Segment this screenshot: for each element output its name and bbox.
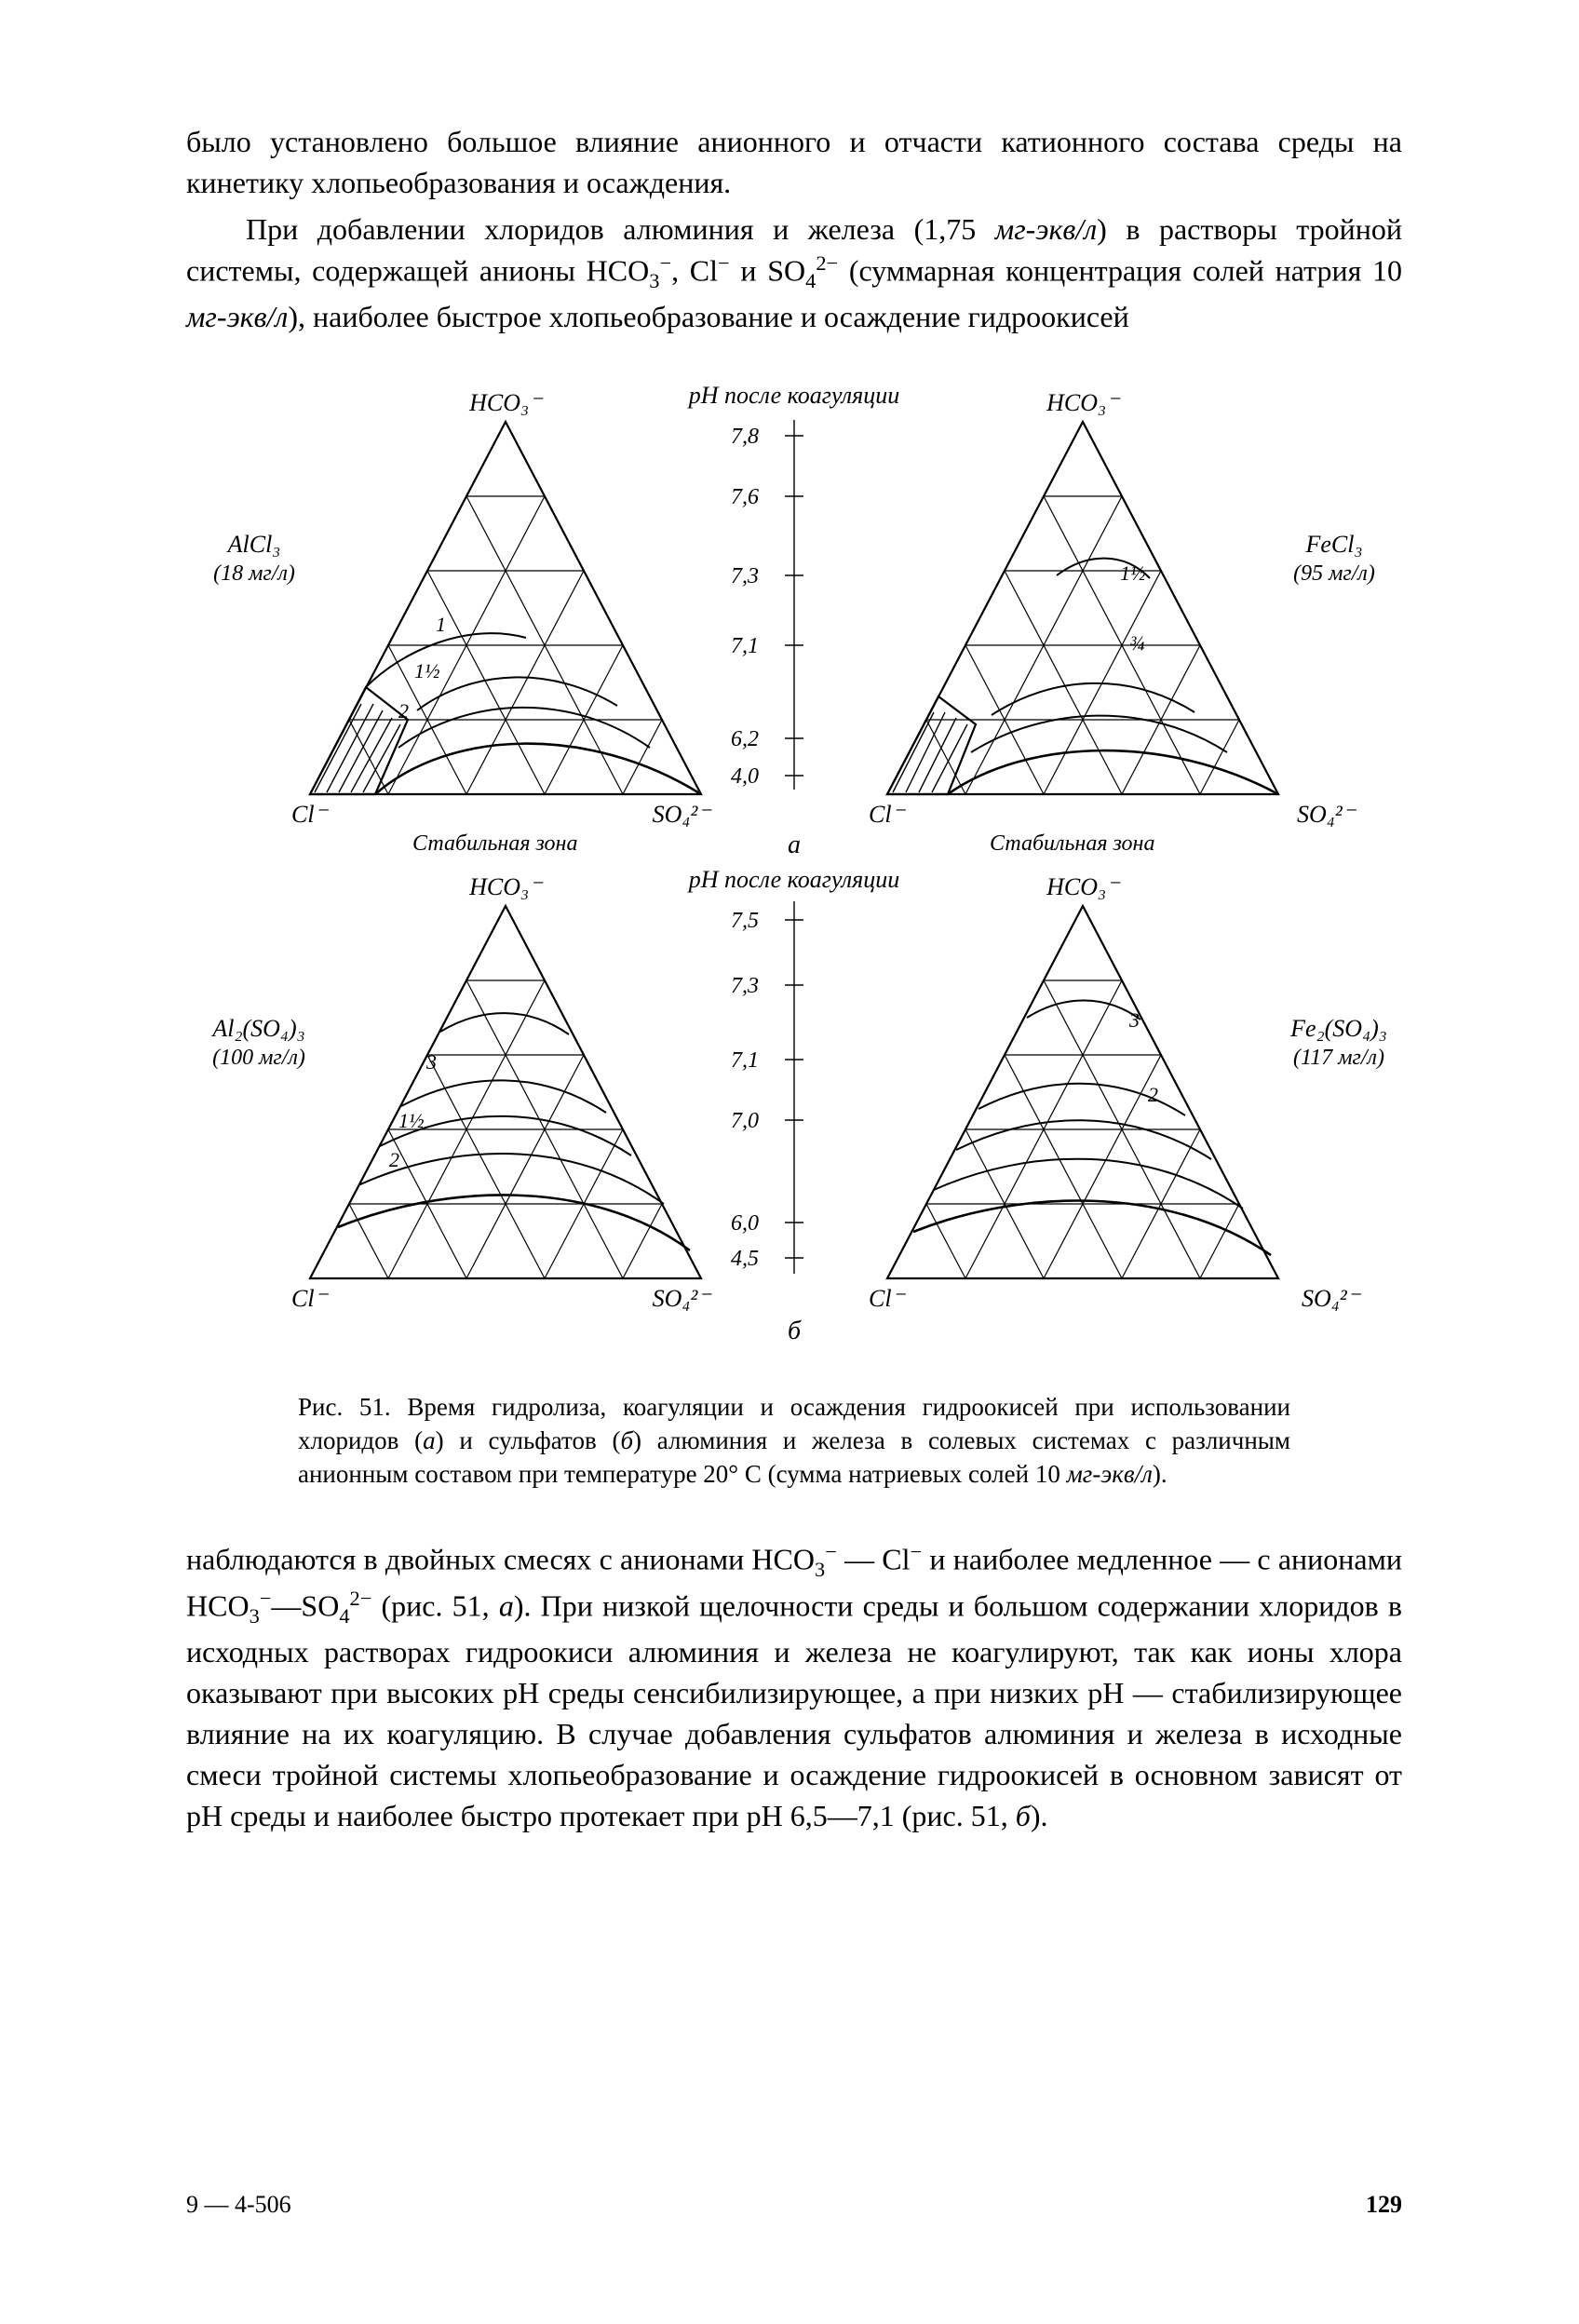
svg-text:Cl⁻: Cl⁻ — [291, 1285, 330, 1312]
svg-text:1½: 1½ — [1120, 561, 1146, 585]
svg-text:6,2: 6,2 — [731, 727, 759, 751]
svg-text:HCO₃⁻: HCO₃⁻ — [468, 873, 544, 900]
svg-text:HCO₃⁻: HCO₃⁻ — [1046, 873, 1121, 900]
figure-51: pH после коагуляции 7,8 7,6 7,3 7,1 6,2 … — [186, 366, 1402, 1362]
svg-text:4,0: 4,0 — [731, 764, 759, 789]
svg-text:3: 3 — [1128, 1008, 1140, 1032]
svg-text:HCO₃⁻: HCO₃⁻ — [468, 389, 544, 416]
svg-text:Cl⁻: Cl⁻ — [869, 1285, 907, 1312]
triangle-b-bottom-right: 3 2 HCO₃⁻ Fe₂(SO₄)₃ (117 мг/л) Cl⁻ SO₄²⁻ — [869, 873, 1387, 1312]
ph-header-top: pH после коагуляции — [687, 382, 899, 409]
triangle-b-bottom-left: 1½ 2 3 HCO₃⁻ Al₂(SO₄)₃ (100 мг/л) Cl⁻ SO… — [210, 873, 712, 1312]
svg-text:7,5: 7,5 — [731, 909, 759, 933]
ph-scale-bottom: 7,5 7,3 7,1 7,0 6,0 4,5 — [731, 901, 803, 1274]
triangle-a-top-right: 1½ ¾ HCO₃⁻ FeCl₃ (95 мг/л) Cl⁻ SO₄²⁻ Ста… — [869, 389, 1375, 856]
signature-mark: 9 — 4-506 — [186, 2188, 291, 2222]
svg-text:AlCl₃: AlCl₃ — [226, 531, 281, 558]
p2-unit: мг-экв/л — [995, 212, 1097, 246]
p2-end: ), наиболее быстрое хлопьеобразование и … — [288, 300, 1128, 333]
p2-unit2: мг-экв/л — [186, 300, 288, 333]
paragraph-1: было установлено большое влияние анионно… — [186, 121, 1402, 203]
svg-text:2: 2 — [389, 1148, 399, 1171]
svg-text:(95 мг/л): (95 мг/л) — [1293, 561, 1375, 586]
page-number: 129 — [1366, 2188, 1402, 2222]
p2-before: При добавлении хлоридов алюминия и желез… — [246, 212, 995, 246]
svg-text:7,3: 7,3 — [731, 564, 759, 588]
svg-text:7,1: 7,1 — [731, 1048, 759, 1073]
paragraph-3: наблюдаются в двойных смесях с анионами … — [186, 1538, 1402, 1837]
page: было установлено большое влияние анионно… — [0, 0, 1579, 2324]
row-a-caption: а — [788, 831, 801, 859]
svg-text:(100 мг/л): (100 мг/л) — [212, 1046, 305, 1070]
p2-mid: (суммарная концентрация солей натрия 10 — [838, 254, 1402, 288]
figure-51-svg: pH после коагуляции 7,8 7,6 7,3 7,1 6,2 … — [198, 366, 1390, 1362]
svg-text:SO₄²⁻: SO₄²⁻ — [1302, 1285, 1362, 1312]
svg-text:FeCl₃: FeCl₃ — [1304, 531, 1362, 558]
triangle-a-top-left: 1 1½ 2 HCO₃⁻ AlCl₃ (18 мг/л) Cl⁻ SO₄²⁻ С… — [213, 389, 712, 856]
svg-text:1½: 1½ — [398, 1109, 425, 1132]
svg-text:SO₄²⁻: SO₄²⁻ — [653, 801, 713, 828]
svg-text:Al₂(SO₄)₃: Al₂(SO₄)₃ — [210, 1015, 304, 1042]
ph-header-bot: pH после коагуляции — [687, 866, 899, 893]
svg-text:Cl⁻: Cl⁻ — [291, 801, 330, 828]
footer: 9 — 4-506 129 — [186, 2188, 1402, 2222]
svg-text:3: 3 — [425, 1050, 437, 1074]
figure-caption: Рис. 51. Время гидролиза, коагуляции и о… — [298, 1390, 1290, 1492]
svg-text:HCO₃⁻: HCO₃⁻ — [1046, 389, 1121, 416]
svg-text:7,3: 7,3 — [731, 974, 759, 998]
svg-text:7,1: 7,1 — [731, 634, 759, 658]
svg-text:7,6: 7,6 — [731, 485, 759, 509]
svg-text:6,0: 6,0 — [731, 1211, 759, 1236]
row-b-caption: б — [788, 1317, 802, 1345]
svg-text:4,5: 4,5 — [731, 1247, 759, 1271]
svg-text:1½: 1½ — [414, 659, 440, 682]
svg-text:¾: ¾ — [1129, 631, 1145, 655]
svg-text:Fe₂(SO₄)₃: Fe₂(SO₄)₃ — [1289, 1015, 1387, 1042]
ph-scale-top: 7,8 7,6 7,3 7,1 6,2 4,0 — [731, 420, 803, 790]
svg-text:7,0: 7,0 — [731, 1109, 759, 1133]
svg-text:1: 1 — [436, 613, 446, 636]
svg-text:(18 мг/л): (18 мг/л) — [213, 561, 295, 586]
svg-text:2: 2 — [398, 699, 409, 723]
svg-text:2: 2 — [1148, 1083, 1158, 1106]
svg-text:SO₄²⁻: SO₄²⁻ — [653, 1285, 713, 1312]
paragraph-2: При добавлении хлоридов алюминия и желез… — [186, 209, 1402, 337]
svg-text:Cl⁻: Cl⁻ — [869, 801, 907, 828]
svg-text:7,8: 7,8 — [731, 425, 759, 449]
svg-text:Стабильная зона: Стабильная зона — [412, 831, 577, 856]
svg-text:(117 мг/л): (117 мг/л) — [1293, 1046, 1384, 1070]
svg-text:SO₄²⁻: SO₄²⁻ — [1297, 801, 1357, 828]
svg-text:Стабильная зона: Стабильная зона — [990, 831, 1154, 856]
